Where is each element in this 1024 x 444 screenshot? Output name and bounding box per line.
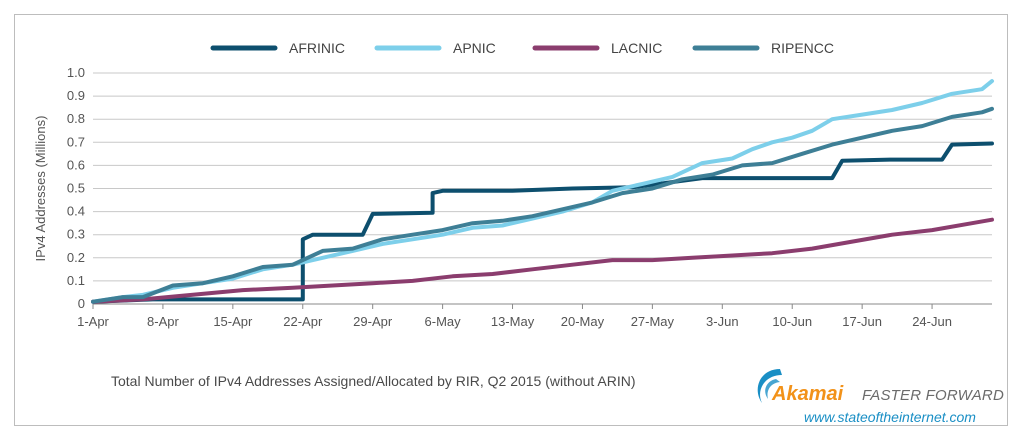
- x-tick-label: 6-May: [425, 314, 462, 329]
- chart-svg: 0 0.1 0.2 0.3 0.4 0.5 0.6 0.7 0.8 0.9 1.0 1-Apr 8-Ap…: [33, 40, 994, 329]
- x-tick-label: 13-May: [491, 314, 535, 329]
- x-tick-label: 17-Jun: [842, 314, 882, 329]
- series-line-ripencc: [91, 106, 994, 304]
- legend-label: LACNIC: [611, 40, 662, 56]
- akamai-logo-icon: [757, 369, 782, 403]
- y-tick-label: 0.8: [67, 111, 85, 126]
- legend-label: AFRINIC: [289, 40, 345, 56]
- y-tick-label: 0.1: [67, 273, 85, 288]
- series-line-afrinic: [91, 141, 994, 304]
- legend-label: RIPENCC: [771, 40, 834, 56]
- x-tick-label: 8-Apr: [147, 314, 179, 329]
- y-tick-label: 0.5: [67, 181, 85, 196]
- y-axis-label: IPv4 Addresses (Millions): [33, 116, 48, 262]
- series-line-lacnic: [91, 217, 994, 304]
- brand-tagline: FASTER FORWARD: [862, 387, 1004, 404]
- y-tick-label: 0.9: [67, 88, 85, 103]
- chart-frame: 0 0.1 0.2 0.3 0.4 0.5 0.6 0.7 0.8 0.9 1.0 1-Apr 8-Ap…: [14, 14, 1008, 426]
- y-tick-label: 0.4: [67, 204, 85, 219]
- x-tick-label: 20-May: [561, 314, 605, 329]
- x-tick-label: 27-May: [631, 314, 675, 329]
- y-tick-label: 0: [78, 296, 85, 311]
- x-tick-label: 29-Apr: [353, 314, 393, 329]
- x-tick-label: 1-Apr: [77, 314, 109, 329]
- y-tick-label: 0.7: [67, 134, 85, 149]
- brand-url-link[interactable]: www.stateoftheinternet.com: [804, 409, 976, 425]
- brand-block: Akamai FASTER FORWARD www.stateoftheinte…: [750, 365, 1010, 425]
- chart-caption: Total Number of IPv4 Addresses Assigned/…: [111, 373, 636, 389]
- x-tick-label: 15-Apr: [213, 314, 253, 329]
- legend-label: APNIC: [453, 40, 496, 56]
- y-tick-label: 0.6: [67, 157, 85, 172]
- x-tick-label: 22-Apr: [283, 314, 323, 329]
- y-tick-label: 0.2: [67, 250, 85, 265]
- x-tick-label: 24-Jun: [912, 314, 952, 329]
- x-tick-label: 3-Jun: [706, 314, 739, 329]
- brand-name: Akamai: [772, 383, 844, 405]
- y-tick-label: 1.0: [67, 65, 85, 80]
- y-tick-label: 0.3: [67, 227, 85, 242]
- x-tick-label: 10-Jun: [772, 314, 812, 329]
